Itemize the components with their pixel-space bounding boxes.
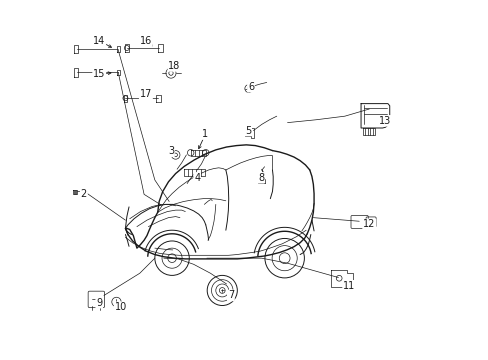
Text: 17: 17 — [140, 89, 152, 99]
Text: 2: 2 — [81, 189, 87, 199]
Text: 9: 9 — [96, 298, 102, 308]
Text: 3: 3 — [167, 146, 174, 156]
Text: 6: 6 — [247, 82, 253, 92]
Text: 8: 8 — [257, 173, 264, 183]
Text: 11: 11 — [343, 281, 355, 291]
Text: 5: 5 — [244, 126, 251, 135]
Text: 18: 18 — [168, 61, 181, 71]
Text: 1: 1 — [202, 129, 208, 139]
Text: 7: 7 — [227, 291, 234, 301]
Text: 14: 14 — [93, 36, 105, 46]
Text: 16: 16 — [140, 36, 152, 46]
Text: 4: 4 — [194, 173, 200, 183]
Text: 15: 15 — [93, 69, 105, 79]
Text: 13: 13 — [378, 116, 390, 126]
Text: 10: 10 — [114, 302, 127, 312]
Text: 12: 12 — [363, 220, 375, 229]
